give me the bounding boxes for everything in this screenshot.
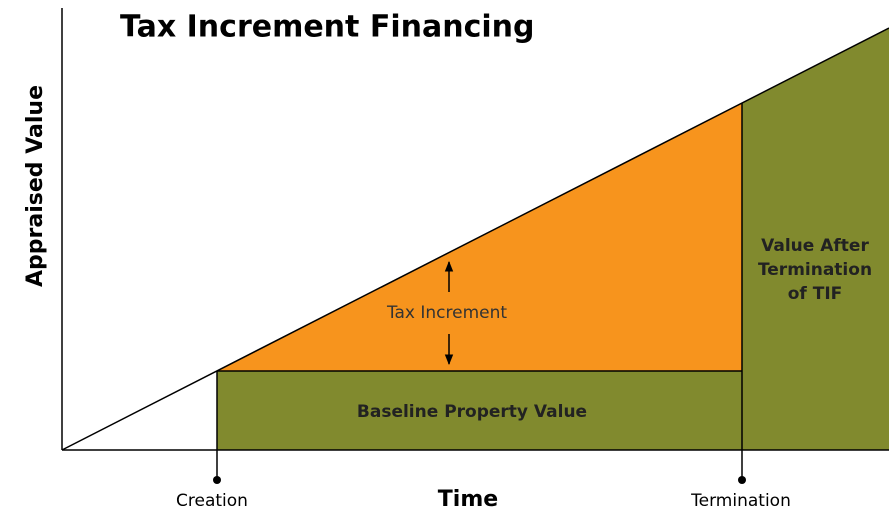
increment-label: Tax Increment	[386, 303, 507, 323]
after-label: Value After	[761, 236, 869, 256]
baseline-label: Baseline Property Value	[357, 402, 587, 422]
value-line	[61, 27, 889, 451]
creation-label: Creation	[176, 491, 248, 511]
termination-dot	[738, 476, 746, 484]
after-label: of TIF	[788, 284, 843, 304]
after-label: Termination	[758, 260, 872, 280]
baseline-region	[217, 371, 742, 450]
y-axis-label: Appraised Value	[23, 85, 48, 287]
termination-label: Termination	[690, 491, 791, 511]
title: Tax Increment Financing	[120, 10, 534, 45]
after-region	[742, 28, 889, 450]
creation-dot	[213, 476, 221, 484]
x-axis-label: Time	[438, 487, 498, 512]
